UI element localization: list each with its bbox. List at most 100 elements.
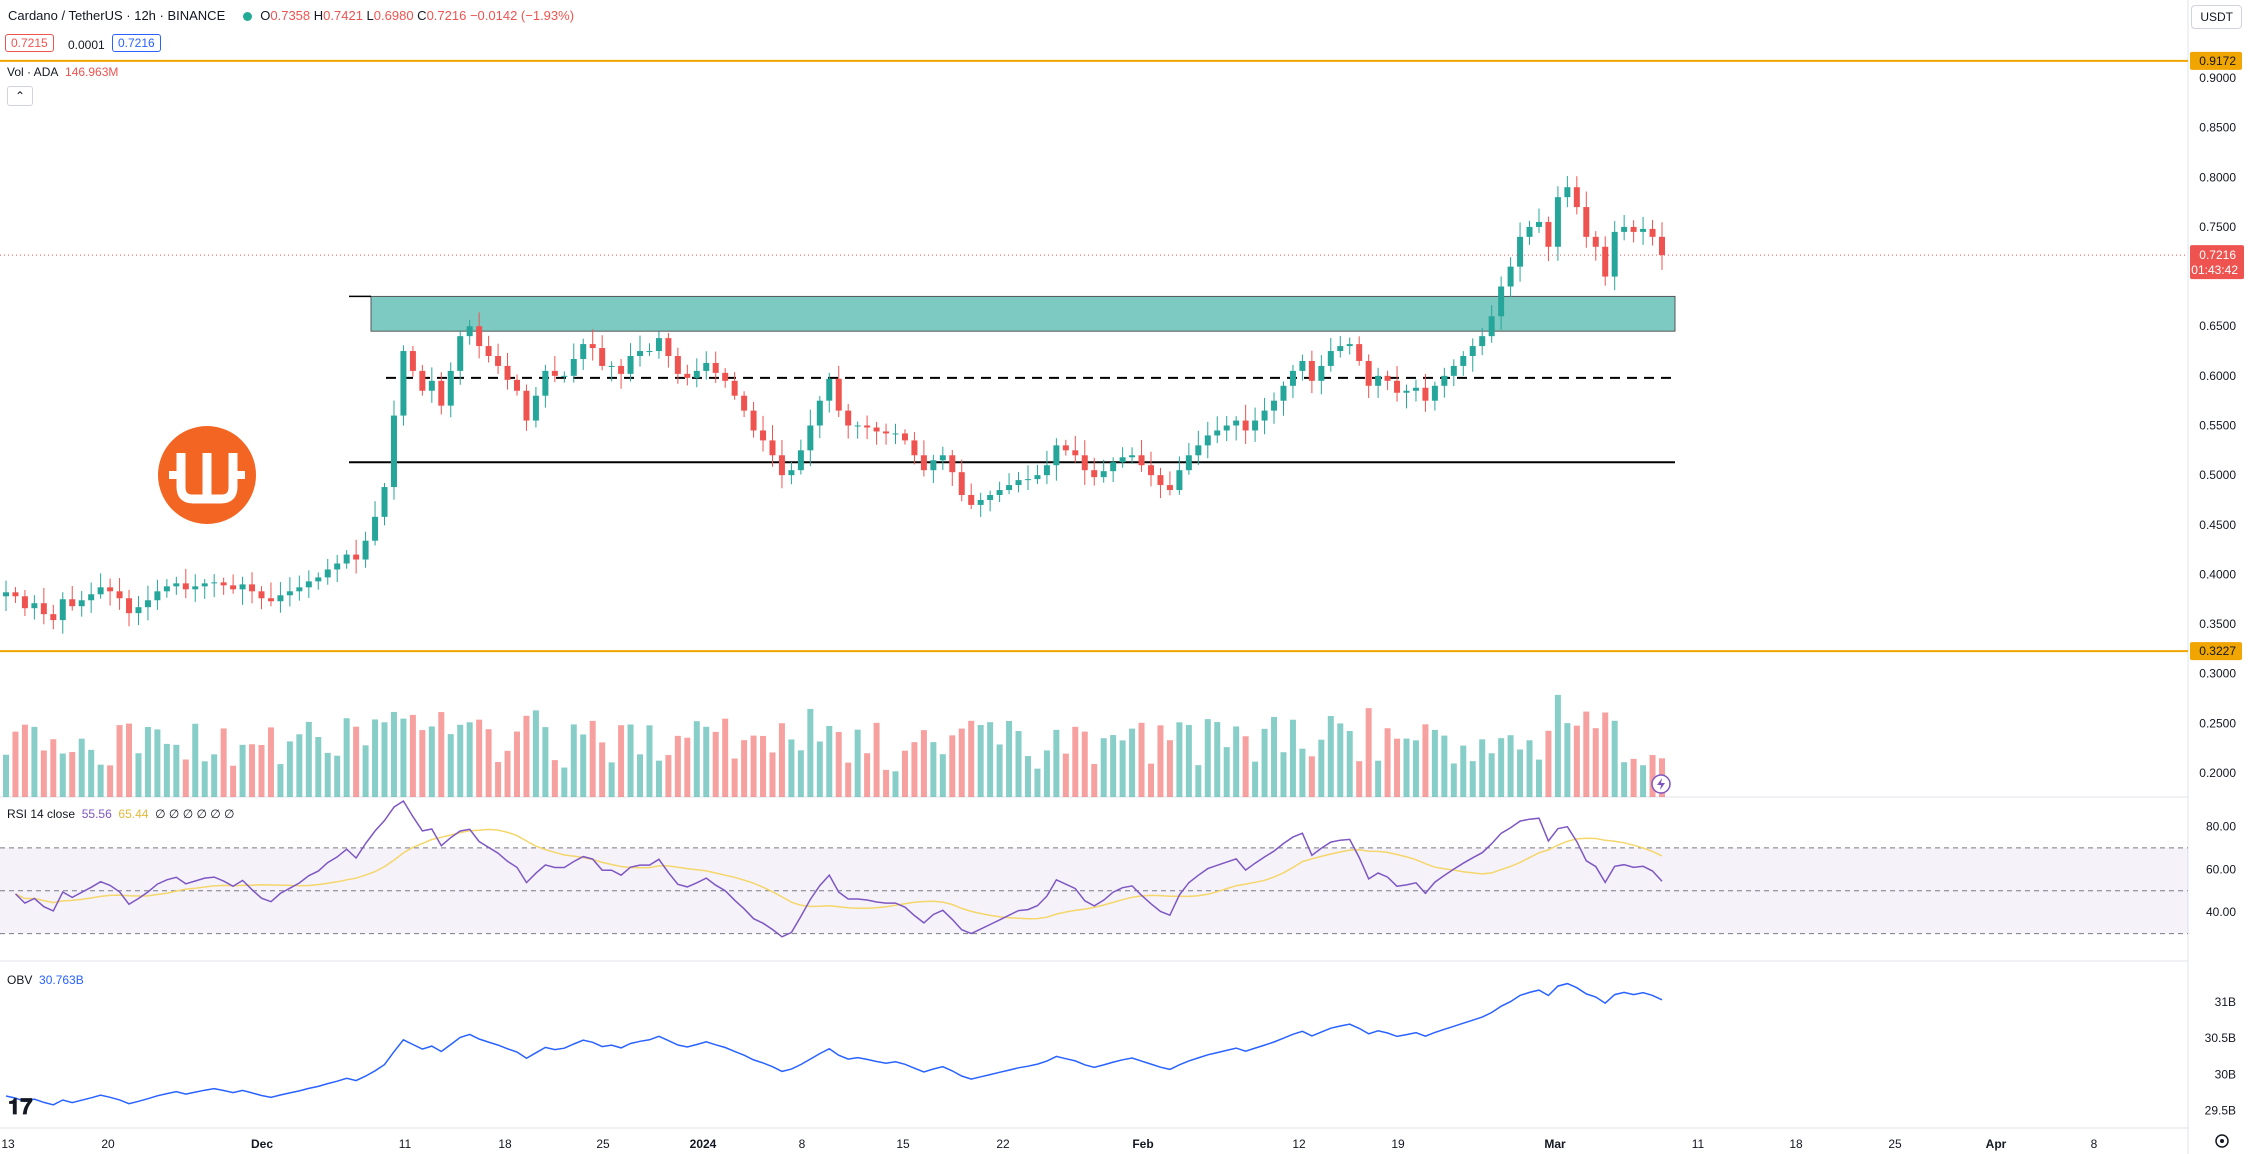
volume-bar bbox=[1327, 716, 1334, 797]
tradingview-logo-icon[interactable]: 𝟏𝟕 bbox=[8, 1094, 33, 1119]
candle-body bbox=[760, 430, 767, 441]
volume-bar bbox=[513, 731, 520, 797]
bid-price-button[interactable]: 0.7215 bbox=[5, 34, 54, 52]
candle-body bbox=[580, 344, 587, 359]
market-open-dot-icon bbox=[243, 12, 253, 22]
volume-bar bbox=[1024, 756, 1031, 797]
volume-bar bbox=[126, 723, 133, 797]
candle-body bbox=[968, 495, 975, 505]
volume-bar bbox=[97, 764, 104, 797]
candle-body bbox=[1271, 400, 1278, 411]
candle-body bbox=[154, 591, 161, 601]
candle-body bbox=[69, 599, 76, 607]
candle-body bbox=[296, 587, 303, 592]
currency-unit-button[interactable]: USDT bbox=[2191, 5, 2242, 29]
candle-body bbox=[163, 586, 170, 592]
candle-body bbox=[1157, 475, 1164, 486]
time-tick-label: 19 bbox=[1391, 1137, 1405, 1151]
volume-bar bbox=[1148, 763, 1155, 797]
candle-body bbox=[126, 598, 133, 614]
volume-bar bbox=[1299, 748, 1306, 797]
candle-body bbox=[1422, 387, 1429, 401]
volume-bar bbox=[21, 724, 28, 797]
volume-bar bbox=[400, 718, 407, 797]
chevron-up-icon: ⌃ bbox=[14, 89, 26, 103]
obv-tick-label: 30B bbox=[2215, 1067, 2236, 1081]
volume-bar bbox=[466, 722, 473, 797]
candle-body bbox=[1469, 346, 1476, 356]
volume-bar bbox=[40, 750, 47, 797]
drawings[interactable] bbox=[0, 59, 2188, 653]
volume-bar bbox=[315, 737, 322, 797]
volume-bar bbox=[939, 754, 946, 797]
candle-body bbox=[1299, 360, 1306, 371]
volume-bar bbox=[1507, 735, 1514, 797]
candle-body bbox=[712, 362, 719, 373]
candle-body bbox=[1621, 226, 1628, 232]
settings-gear-icon[interactable] bbox=[2215, 1134, 2229, 1148]
volume-bar bbox=[1043, 750, 1050, 797]
candle-body bbox=[1110, 462, 1117, 472]
candle-body bbox=[637, 351, 644, 356]
price-tick-label: 0.9000 bbox=[2199, 71, 2236, 85]
volume-bar bbox=[949, 735, 956, 797]
price-tick-label: 0.7500 bbox=[2199, 220, 2236, 234]
candle-body bbox=[977, 499, 984, 505]
candle-body bbox=[192, 586, 199, 590]
candle-body bbox=[1356, 344, 1363, 361]
obv-tick-label: 29.5B bbox=[2205, 1104, 2236, 1118]
candle-body bbox=[1261, 410, 1268, 421]
volume-bar bbox=[381, 722, 388, 797]
candle-body bbox=[277, 595, 284, 602]
volume-bar bbox=[618, 725, 625, 797]
candle-body bbox=[523, 390, 530, 421]
volume-bar bbox=[1545, 730, 1552, 797]
volume-bar bbox=[693, 721, 700, 797]
candle-body bbox=[864, 425, 871, 428]
volume-bar bbox=[296, 734, 303, 797]
volume-bar bbox=[551, 760, 558, 797]
volume-bar bbox=[1573, 725, 1580, 797]
collapse-legend-button[interactable]: ⌃ bbox=[7, 86, 33, 106]
volume-bar bbox=[1450, 763, 1457, 797]
volume-bar bbox=[958, 728, 965, 797]
candle-body bbox=[476, 326, 483, 347]
volume-bar bbox=[741, 740, 748, 797]
volume-bar bbox=[1176, 722, 1183, 797]
ask-price-button[interactable]: 0.7216 bbox=[112, 34, 161, 52]
candle-body bbox=[267, 598, 274, 602]
volume-bar bbox=[996, 744, 1003, 797]
price-tick-label: 0.2500 bbox=[2199, 716, 2236, 730]
volume-bar bbox=[835, 731, 842, 797]
candle-body bbox=[1488, 316, 1495, 337]
time-tick-label: 15 bbox=[896, 1137, 910, 1151]
candle-body bbox=[334, 563, 341, 570]
volume-bar bbox=[911, 742, 918, 797]
price-tick-label: 0.4500 bbox=[2199, 518, 2236, 532]
lower-line-badge: 0.3227 bbox=[2199, 644, 2236, 658]
candle-body bbox=[485, 346, 492, 356]
candle-body bbox=[1517, 236, 1524, 267]
candle-body bbox=[116, 591, 123, 599]
supply-zone-rectangle[interactable] bbox=[370, 295, 1676, 332]
volume-bar bbox=[722, 718, 729, 797]
candle-body bbox=[315, 577, 322, 582]
candle-body bbox=[532, 395, 539, 421]
candle-body bbox=[182, 583, 189, 590]
volume-bar bbox=[1384, 728, 1391, 797]
candle-body bbox=[788, 470, 795, 476]
candle-body bbox=[1498, 286, 1505, 317]
volume-bar bbox=[116, 725, 123, 797]
candle-body bbox=[258, 591, 265, 599]
symbol-title[interactable]: Cardano / TetherUS · 12h · BINANCE bbox=[8, 8, 226, 23]
volume-bar bbox=[1535, 759, 1542, 797]
candle-body bbox=[731, 380, 738, 396]
obv-value: 30.763B bbox=[39, 973, 84, 987]
volume-bar bbox=[1365, 708, 1372, 797]
lightning-icon[interactable] bbox=[1651, 774, 1671, 794]
price-tick-label: 0.6500 bbox=[2199, 319, 2236, 333]
candle-body bbox=[1252, 420, 1259, 431]
candle-body bbox=[684, 373, 691, 378]
volume-bar bbox=[201, 761, 208, 797]
